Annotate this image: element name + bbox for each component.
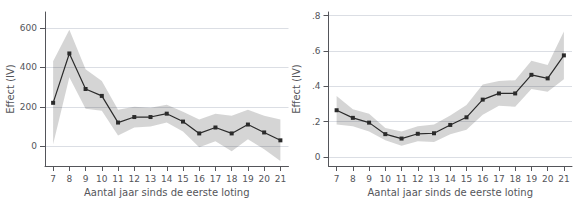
svg-text:12: 12 <box>412 174 423 184</box>
svg-text:Aantal jaar sinds de eerste lo: Aantal jaar sinds de eerste loting <box>367 187 533 198</box>
svg-text:Effect (IV): Effect (IV) <box>5 64 16 114</box>
svg-text:7: 7 <box>50 174 56 184</box>
svg-text:Effect (IV): Effect (IV) <box>291 64 302 114</box>
svg-text:21: 21 <box>275 174 286 184</box>
svg-text:14: 14 <box>161 174 173 184</box>
svg-text:8: 8 <box>66 174 72 184</box>
svg-text:10: 10 <box>96 174 108 184</box>
svg-text:.2: .2 <box>312 117 321 127</box>
svg-text:16: 16 <box>477 174 489 184</box>
svg-text:.6: .6 <box>312 46 321 56</box>
svg-text:400: 400 <box>20 62 37 72</box>
svg-text:18: 18 <box>509 174 521 184</box>
svg-text:12: 12 <box>129 174 140 184</box>
svg-text:11: 11 <box>112 174 123 184</box>
svg-text:20: 20 <box>258 174 270 184</box>
svg-text:17: 17 <box>493 174 504 184</box>
svg-text:21: 21 <box>558 174 569 184</box>
svg-text:8: 8 <box>350 174 356 184</box>
svg-text:0: 0 <box>315 152 321 162</box>
svg-text:.8: .8 <box>312 11 321 21</box>
svg-text:19: 19 <box>242 174 254 184</box>
svg-text:200: 200 <box>20 102 37 112</box>
svg-text:600: 600 <box>20 23 37 33</box>
svg-text:15: 15 <box>461 174 472 184</box>
svg-text:.4: .4 <box>312 81 321 91</box>
svg-text:9: 9 <box>83 174 89 184</box>
svg-text:18: 18 <box>226 174 238 184</box>
svg-text:13: 13 <box>428 174 439 184</box>
svg-text:16: 16 <box>193 174 205 184</box>
svg-text:7: 7 <box>334 174 340 184</box>
svg-text:15: 15 <box>177 174 188 184</box>
svg-text:9: 9 <box>366 174 372 184</box>
svg-text:20: 20 <box>542 174 554 184</box>
svg-text:14: 14 <box>445 174 457 184</box>
svg-text:11: 11 <box>396 174 407 184</box>
svg-text:13: 13 <box>145 174 156 184</box>
svg-text:19: 19 <box>526 174 538 184</box>
svg-text:0: 0 <box>31 141 37 151</box>
svg-text:17: 17 <box>210 174 221 184</box>
svg-text:10: 10 <box>380 174 392 184</box>
svg-text:Aantal jaar sinds de eerste lo: Aantal jaar sinds de eerste loting <box>84 187 250 198</box>
